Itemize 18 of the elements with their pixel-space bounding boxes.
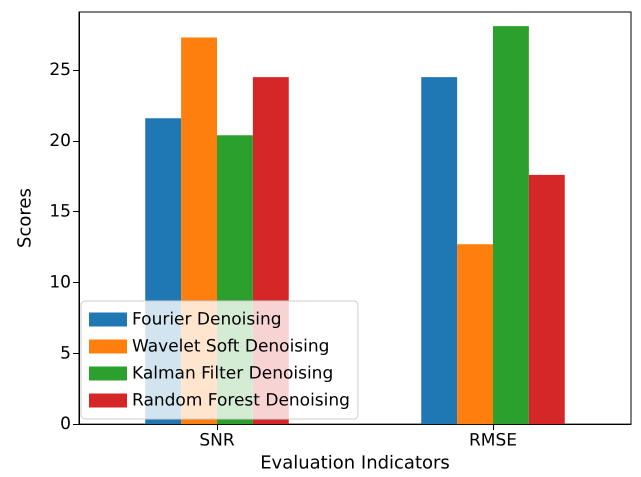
y-tick-label: 15 <box>49 202 71 222</box>
bar <box>528 174 565 424</box>
y-axis-title: Scores <box>14 188 36 248</box>
bar <box>493 26 529 424</box>
x-axis-title: Evaluation Indicators <box>260 452 450 474</box>
x-tick-label: SNR <box>199 430 235 451</box>
bar <box>421 77 458 424</box>
y-tick-label: 10 <box>49 272 71 292</box>
legend-label: Random Forest Denoising <box>132 390 350 410</box>
legend-label: Wavelet Soft Denoising <box>132 336 330 356</box>
legend-label: Fourier Denoising <box>132 310 282 330</box>
legend-label: Kalman Filter Denoising <box>132 364 334 384</box>
y-tick-label: 20 <box>49 130 71 151</box>
x-tick-label: RMSE <box>468 430 518 451</box>
y-tick-label: 5 <box>60 343 71 364</box>
y-tick-label: 0 <box>60 414 71 434</box>
bar <box>457 244 493 424</box>
y-tick-label: 25 <box>49 60 71 80</box>
